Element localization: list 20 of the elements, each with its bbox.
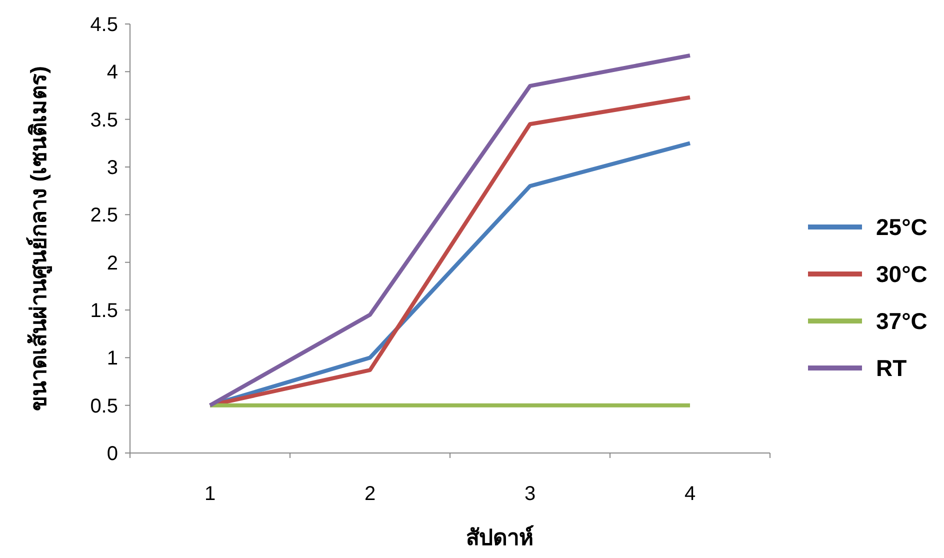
legend-label: 37°C	[876, 308, 928, 334]
legend-label: 30°C	[876, 261, 928, 287]
x-axis-title: สัปดาห์	[466, 525, 534, 550]
y-tick-label: 0.5	[90, 395, 118, 418]
y-axis-title: ขนาดเส้นผ่านศูนย์กลาง (เซนติเมตร)	[26, 66, 53, 411]
x-tick-label: 1	[204, 483, 216, 505]
y-tick-label: 2.5	[90, 204, 118, 227]
y-tick-label: 4.5	[90, 14, 118, 36]
x-tick-label: 4	[684, 483, 696, 505]
y-tick-label: 3.5	[90, 109, 118, 132]
y-tick-label: 0	[106, 443, 118, 465]
y-tick-label: 1	[106, 348, 118, 370]
y-tick-label: 2	[106, 252, 118, 274]
legend-label: RT	[876, 355, 907, 381]
y-tick-label: 4	[106, 62, 118, 84]
x-tick-label: 3	[524, 483, 536, 505]
legend-label: 25°C	[876, 214, 928, 240]
x-tick-label: 2	[364, 483, 376, 505]
y-tick-label: 1.5	[90, 300, 118, 322]
y-tick-label: 3	[106, 157, 118, 179]
